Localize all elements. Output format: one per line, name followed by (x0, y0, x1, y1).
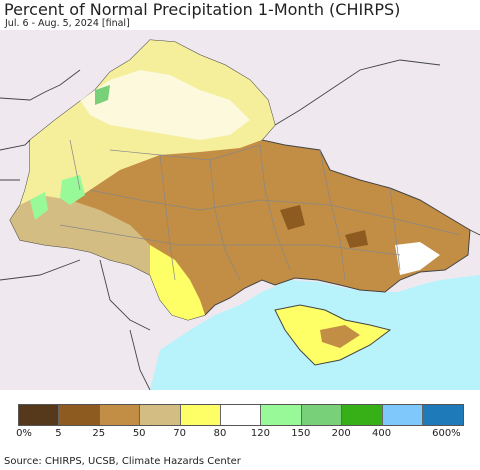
legend-tick-label: 0% (16, 428, 32, 439)
legend-tick-label: 50 (132, 428, 146, 439)
oblast-borders (59, 139, 461, 281)
legend-swatch (59, 405, 100, 425)
legend-tick-label: 150 (291, 428, 311, 439)
legend-tick-label: 25 (92, 428, 106, 439)
dark-core-2 (345, 230, 368, 248)
legend-swatch (140, 405, 181, 425)
legend-swatch (99, 405, 141, 425)
color-legend (18, 404, 465, 426)
legend-swatch (261, 405, 302, 425)
green-patch-3 (30, 192, 48, 220)
crimea-dry-patch (320, 325, 360, 348)
southwest-odesa-region (150, 245, 205, 320)
legend-tick-label: 70 (173, 428, 186, 439)
legend-swatch (180, 405, 221, 425)
dark-core (280, 205, 305, 230)
legend-swatch (19, 405, 60, 425)
map-subtitle: Jul. 6 - Aug. 5, 2024 [final] (5, 18, 130, 29)
legend-tick-label: 80 (213, 428, 227, 439)
legend-tick-label: 120 (250, 428, 270, 439)
legend-swatch (382, 405, 423, 425)
legend-swatch (301, 405, 343, 425)
map-title: Percent of Normal Precipitation 1-Month … (4, 0, 401, 19)
north-normal-patches (80, 70, 250, 140)
green-patch-1 (95, 85, 110, 105)
country-borders (0, 59, 480, 390)
map-area (0, 30, 480, 390)
legend-tick-label: 5 (55, 428, 62, 439)
legend-swatch (342, 405, 383, 425)
precipitation-map (0, 30, 480, 390)
legend-tick-label: 400 (372, 428, 392, 439)
legend-tick-label: 600% (432, 428, 461, 439)
source-note: Source: CHIRPS, UCSB, Climate Hazards Ce… (4, 456, 241, 467)
legend-swatch (220, 405, 262, 425)
southeast-white (395, 242, 440, 275)
legend-swatch (422, 405, 464, 425)
west-tan-region (10, 195, 150, 275)
legend-tick-label: 200 (331, 428, 351, 439)
